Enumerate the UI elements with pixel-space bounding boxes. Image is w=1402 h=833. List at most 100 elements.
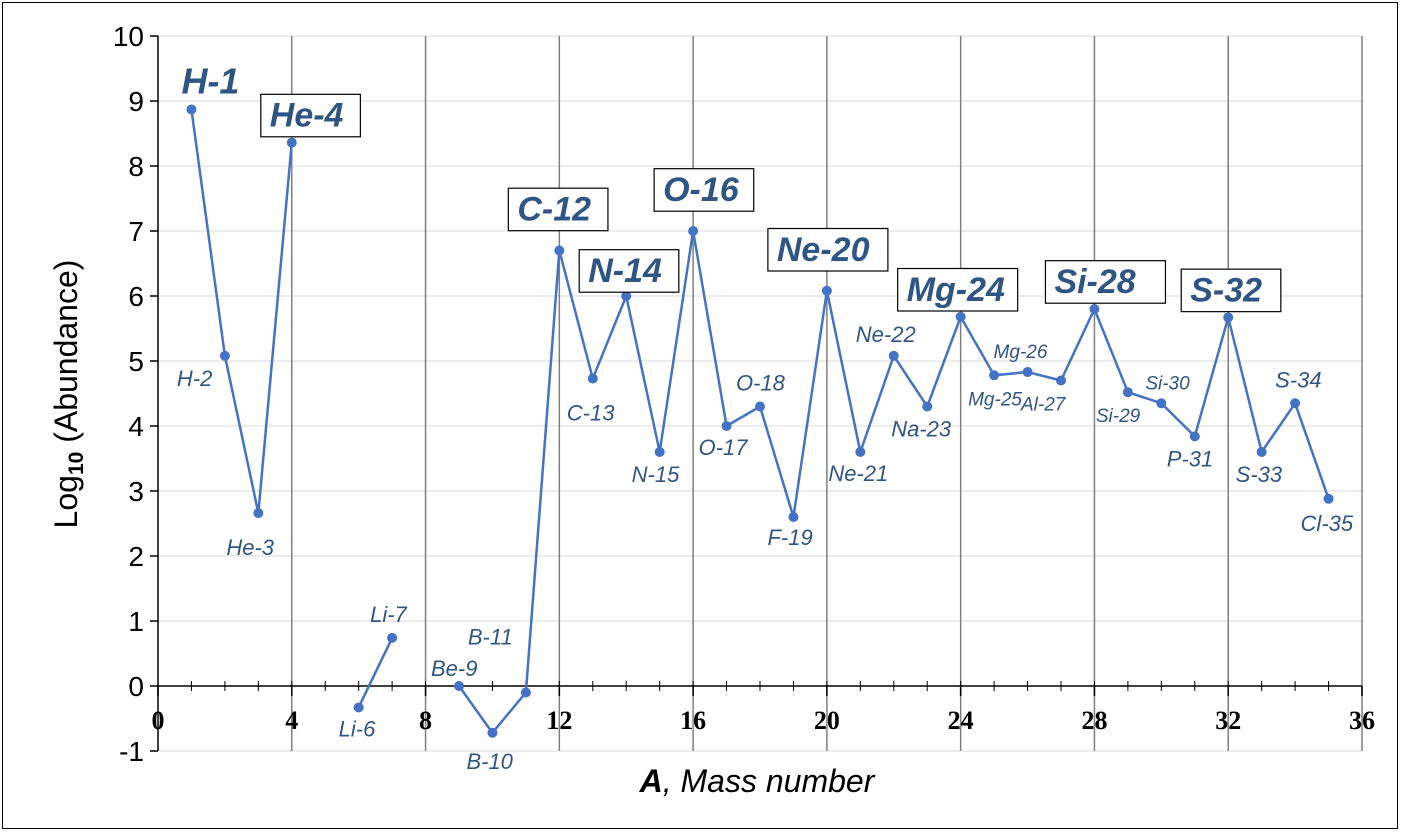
isotope-label-h-2: H-2 — [177, 366, 212, 391]
y-tick-label: 7 — [128, 216, 144, 247]
data-point-si-28 — [1089, 304, 1100, 314]
isotope-label-s-32: S-32 — [1190, 271, 1262, 309]
x-tick-label: 36 — [1349, 706, 1375, 735]
data-point-c-13 — [587, 373, 598, 384]
isotope-label-li-6: Li-6 — [339, 716, 376, 741]
data-point-na-23 — [922, 401, 933, 412]
data-point-s-32 — [1223, 312, 1234, 323]
data-point-li-6 — [353, 702, 364, 713]
data-point-mg-25 — [989, 370, 1000, 381]
isotope-label-h-1: H-1 — [181, 60, 239, 101]
label-box-si-28 — [1044, 260, 1167, 304]
y-tick-label: 2 — [128, 541, 144, 572]
y-tick-label: 8 — [128, 151, 144, 182]
isotope-label-c-13: C-13 — [567, 401, 615, 426]
y-axis-title-text: (Abundance) — [48, 260, 84, 452]
y-tick-label: 4 — [128, 411, 144, 442]
series-line — [190, 109, 294, 514]
isotope-label-mg-26: Mg-26 — [994, 342, 1048, 363]
y-axis-title: Log10 (Abundance) — [48, 260, 88, 529]
data-point-he-3 — [253, 508, 264, 519]
label-box-o-16 — [653, 168, 755, 212]
label-box-he-4 — [260, 93, 361, 138]
data-point-s-34 — [1290, 398, 1301, 409]
isotope-label-p-31: P-31 — [1167, 446, 1213, 471]
isotope-label-si-30: Si-30 — [1145, 373, 1190, 394]
x-tick-label: 4 — [285, 706, 298, 735]
isotope-label-si-29: Si-29 — [1096, 406, 1141, 427]
y-axis-title-log: Log — [48, 475, 84, 528]
isotope-label-s-34: S-34 — [1275, 367, 1321, 392]
data-point-cl-35 — [1323, 493, 1334, 504]
isotope-label-n-14: N-14 — [588, 252, 662, 290]
data-point-be-9 — [454, 681, 464, 691]
isotope-label-li-7: Li-7 — [370, 602, 407, 627]
data-point-o-18 — [755, 401, 765, 412]
label-box-ne-20 — [767, 227, 889, 272]
x-axis-title-text: , Mass number — [663, 763, 876, 799]
y-axis-title-subscript: 10 — [65, 452, 88, 475]
isotope-label-be-9: Be-9 — [431, 656, 477, 681]
data-point-h-2 — [219, 350, 230, 361]
data-point-s-33 — [1256, 447, 1267, 457]
label-box-n-14 — [578, 249, 680, 293]
label-box-mg-24 — [897, 267, 1019, 312]
y-tick-label: 9 — [128, 86, 144, 117]
data-point-b-11 — [520, 687, 531, 698]
isotope-label-n-15: N-15 — [632, 462, 680, 487]
data-point-ne-21 — [855, 447, 866, 457]
isotope-label-f-19: F-19 — [767, 525, 812, 550]
data-point-al-27 — [1056, 375, 1066, 386]
label-box-c-12 — [507, 187, 609, 232]
data-point-b-10 — [487, 727, 498, 738]
x-tick-label: 32 — [1215, 706, 1241, 735]
data-point-c-12 — [554, 245, 565, 256]
isotope-label-na-23: Na-23 — [891, 417, 952, 442]
isotope-label-he-4: He-4 — [270, 97, 344, 135]
isotope-label-al-27: Al-27 — [1020, 395, 1067, 416]
isotope-label-ne-20: Ne-20 — [777, 231, 870, 269]
isotope-label-s-33: S-33 — [1236, 462, 1283, 487]
x-tick-label: 24 — [948, 706, 974, 735]
x-tick-label: 0 — [152, 706, 165, 735]
data-point-p-31 — [1189, 431, 1200, 442]
isotope-label-ne-22: Ne-22 — [856, 322, 916, 347]
x-axis-title-symbol: A — [639, 763, 663, 799]
isotope-label-mg-24: Mg-24 — [907, 271, 1005, 309]
series-line — [357, 637, 394, 708]
data-point-mg-24 — [955, 311, 966, 322]
data-point-si-29 — [1122, 387, 1133, 398]
isotope-labels: H-1 H-2 He-3 He-4 Li-6 Li-7 Be-9 B-10 B-11 C-12 C-… — [177, 60, 1354, 773]
y-tick-label: 5 — [128, 346, 144, 377]
data-series — [186, 104, 1334, 738]
x-tick-label: 20 — [814, 706, 840, 735]
isotope-label-c-12: C-12 — [517, 191, 591, 229]
data-point-n-14 — [621, 291, 632, 301]
x-tick-label: 12 — [546, 706, 572, 735]
data-point-ne-22 — [888, 350, 899, 361]
isotope-label-cl-35: Cl-35 — [1301, 511, 1354, 536]
data-point-mg-26 — [1022, 367, 1033, 378]
y-tick-label: 6 — [128, 281, 144, 312]
isotope-label-o-16: O-16 — [663, 171, 740, 209]
isotope-label-b-10: B-10 — [466, 749, 513, 774]
isotope-label-o-17: O-17 — [699, 435, 749, 460]
data-point-he-4 — [286, 137, 297, 148]
y-tick-label: 0 — [128, 671, 144, 702]
isotope-label-he-3: He-3 — [226, 535, 274, 560]
data-point-o-17 — [721, 421, 732, 431]
label-box-s-32 — [1180, 268, 1282, 313]
isotope-label-b-11: B-11 — [468, 625, 513, 650]
data-point-si-30 — [1156, 398, 1167, 409]
y-tick-label: -1 — [119, 736, 144, 767]
x-tick-label: 16 — [680, 706, 706, 735]
isotope-label-o-18: O-18 — [736, 371, 786, 396]
isotope-label-mg-25: Mg-25 — [968, 389, 1022, 410]
x-axis-title: A, Mass number — [639, 763, 876, 799]
isotope-label-ne-21: Ne-21 — [828, 461, 888, 486]
y-tick-label: 3 — [128, 476, 144, 507]
data-point-h-1 — [186, 104, 197, 115]
